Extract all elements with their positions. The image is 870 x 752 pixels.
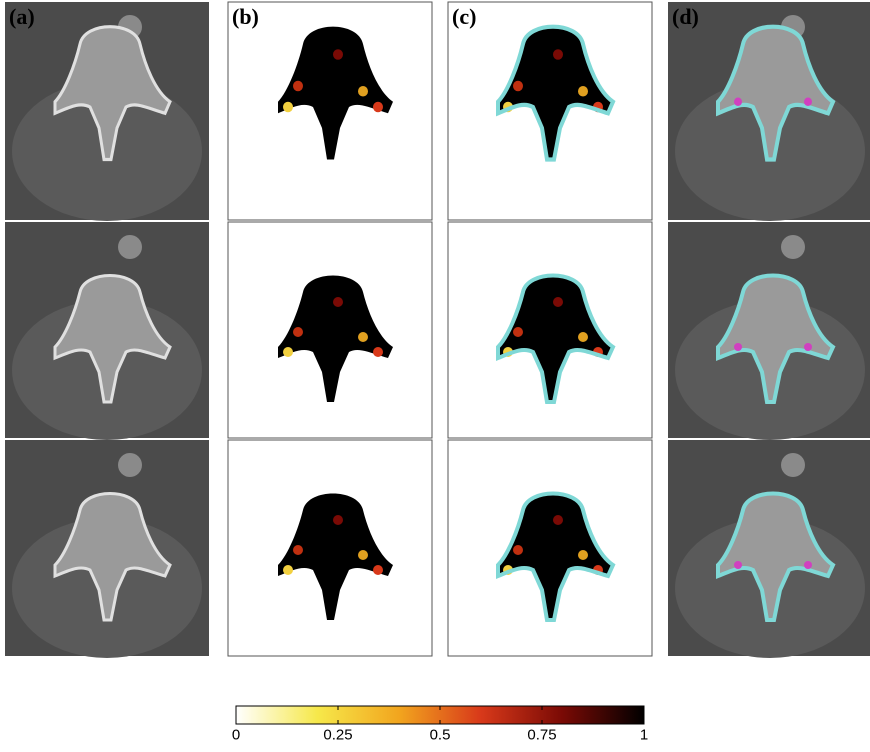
probability-spot — [553, 49, 563, 60]
probability-spot — [578, 550, 588, 560]
probability-spot — [293, 81, 303, 91]
probability-spot — [358, 550, 368, 560]
panel-image — [668, 222, 870, 440]
panel-label: (c) — [452, 4, 476, 29]
tick-label: 0.75 — [527, 726, 556, 743]
panel-image — [228, 2, 432, 220]
probability-spot — [333, 49, 343, 60]
tick-label: 0 — [232, 726, 240, 743]
panel-image — [448, 440, 652, 656]
tick-label: 0.5 — [430, 726, 451, 743]
probability-spot — [283, 347, 293, 357]
vessel — [118, 453, 142, 477]
probability-spot — [373, 565, 383, 575]
probability-spot — [293, 545, 303, 555]
probability-spot — [578, 86, 588, 96]
panels: (a) (b) (c) (d) — [5, 2, 870, 658]
vessel — [781, 453, 805, 477]
panel-image — [448, 222, 652, 438]
panel-label: (d) — [672, 4, 699, 29]
probability-spot — [293, 327, 303, 337]
probability-spot — [513, 327, 523, 337]
error-region — [804, 561, 812, 569]
panel-image — [5, 2, 209, 221]
probability-spot — [358, 86, 368, 96]
figure: (a) (b) (c) (d) 0 0.25 0.5 0.75 1 — [0, 0, 870, 752]
panel-image — [228, 440, 432, 656]
probability-spot — [553, 515, 563, 525]
panel-image — [668, 2, 870, 221]
panel-label: (a) — [9, 4, 35, 29]
probability-spot — [578, 332, 588, 342]
panel-image — [668, 440, 870, 658]
tick-label: 1 — [640, 726, 648, 743]
probability-spot — [358, 332, 368, 342]
colorbar: 0 0.25 0.5 0.75 1 — [232, 706, 648, 743]
probability-spot — [283, 565, 293, 575]
panel-image — [5, 440, 209, 658]
probability-spot — [283, 102, 293, 113]
probability-spot — [513, 81, 523, 91]
panel-image — [228, 222, 432, 438]
vessel — [118, 235, 142, 259]
panel-image — [448, 2, 652, 220]
probability-spot — [373, 102, 383, 113]
probability-spot — [333, 515, 343, 525]
vessel — [781, 235, 805, 259]
probability-spot — [553, 297, 563, 307]
error-region — [804, 98, 812, 106]
tick-label: 0.25 — [323, 726, 352, 743]
error-region — [804, 343, 812, 351]
panel-label: (b) — [232, 4, 259, 29]
probability-spot — [333, 297, 343, 307]
probability-spot — [373, 347, 383, 357]
probability-spot — [513, 545, 523, 555]
error-region — [734, 343, 742, 351]
panel-image — [5, 222, 209, 440]
error-region — [734, 98, 742, 106]
error-region — [734, 561, 742, 569]
